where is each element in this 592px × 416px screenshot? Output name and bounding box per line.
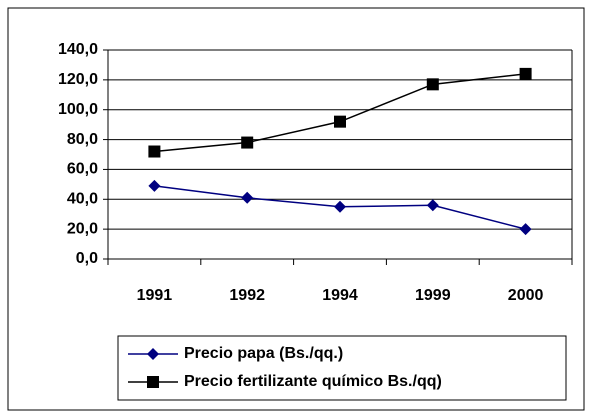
y-tick-label: 40,0 xyxy=(67,191,98,208)
marker xyxy=(426,78,439,91)
legend-marker xyxy=(147,348,159,360)
marker xyxy=(426,199,439,212)
y-tick-label: 120,0 xyxy=(58,71,98,88)
legend-label: Precio papa (Bs./qq.) xyxy=(184,345,343,362)
x-tick-label: 1999 xyxy=(415,287,451,304)
x-tick-label: 1991 xyxy=(137,287,173,304)
y-tick-label: 140,0 xyxy=(58,41,98,58)
marker xyxy=(334,115,346,128)
marker xyxy=(519,67,532,80)
legend-box xyxy=(117,335,567,401)
y-tick-label: 80,0 xyxy=(67,131,98,148)
x-tick-label: 1994 xyxy=(322,287,358,304)
y-tick-label: 0,0 xyxy=(76,250,98,267)
marker xyxy=(241,136,254,149)
y-tick-label: 100,0 xyxy=(58,101,98,118)
marker xyxy=(148,145,161,158)
marker xyxy=(519,223,532,236)
legend-label: Precio fertilizante químico Bs./qq) xyxy=(184,373,442,390)
marker xyxy=(148,179,161,192)
legend-marker xyxy=(147,376,159,388)
x-tick-label: 2000 xyxy=(508,287,544,304)
y-tick-label: 60,0 xyxy=(67,161,98,178)
marker xyxy=(334,200,346,213)
marker xyxy=(241,191,254,204)
x-tick-label: 1992 xyxy=(229,287,265,304)
y-tick-label: 20,0 xyxy=(67,220,98,237)
